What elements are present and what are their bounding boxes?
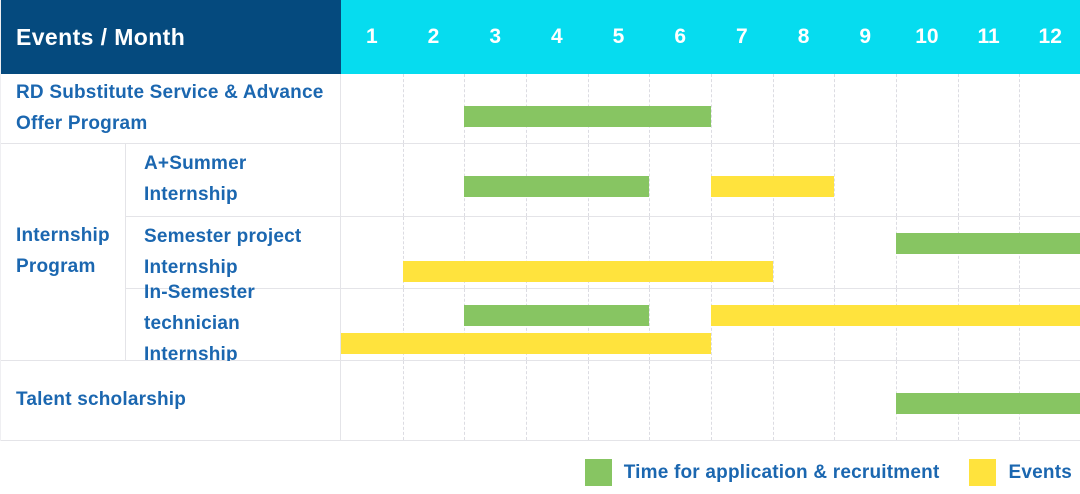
gantt-bar-green xyxy=(464,176,650,197)
month-gridline xyxy=(711,217,712,288)
month-gridline xyxy=(464,217,466,288)
row-label-rd-substitute-service: RD Substitute Service & Advance Offer Pr… xyxy=(1,74,341,144)
month-gridline xyxy=(1019,144,1021,216)
chart-row-rd-substitute-service xyxy=(341,74,1080,144)
legend-label: Time for application & recruitment xyxy=(623,461,940,483)
gantt-bar-yellow xyxy=(341,333,711,354)
chart-row-a-plus-summer-internship xyxy=(341,144,1080,217)
month-header-7: 7 xyxy=(736,25,748,48)
gantt-bar-yellow xyxy=(402,261,773,282)
month-header-9: 9 xyxy=(859,25,872,48)
month-gridline xyxy=(526,217,527,288)
month-gridline xyxy=(464,361,466,440)
gantt-bar-green xyxy=(896,393,1080,414)
month-header-11: 11 xyxy=(977,25,1000,48)
month-gridline xyxy=(834,74,836,143)
month-header-8: 8 xyxy=(797,25,810,48)
legend: Time for application & recruitment Event… xyxy=(584,459,1072,486)
chart-row-talent-scholarship xyxy=(341,361,1080,441)
month-header-row: 1 2 3 4 5 6 7 8 9 10 11 12 xyxy=(341,0,1080,74)
month-gridline xyxy=(834,144,836,216)
month-gridline xyxy=(772,217,774,288)
month-header-10: 10 xyxy=(915,25,939,48)
row-label-text: Talent scholarship xyxy=(16,389,187,411)
chart-row-in-semester-technician-internship xyxy=(341,289,1080,361)
row-label-text: A+Summer Internship xyxy=(144,153,247,205)
header-title: Events / Month xyxy=(16,23,186,50)
green-swatch-icon xyxy=(584,459,612,486)
gantt-bar-yellow xyxy=(711,305,1080,326)
row-label-text: RD Substitute Service & Advance Offer Pr… xyxy=(16,81,324,134)
month-gridline xyxy=(402,144,404,216)
row-label-in-semester-technician-internship: In-Semester technician Internship xyxy=(126,282,341,365)
legend-item-events: Events xyxy=(969,459,1072,486)
month-header-6: 6 xyxy=(674,25,687,48)
month-gridline xyxy=(957,144,959,216)
month-gridline xyxy=(834,217,836,288)
legend-item-application-recruitment: Time for application & recruitment xyxy=(584,459,940,486)
month-gridline xyxy=(896,74,897,143)
gantt-bar-green xyxy=(896,233,1080,254)
header-title-cell: Events / Month xyxy=(1,0,341,74)
month-gridline xyxy=(402,289,404,360)
month-gridline xyxy=(957,74,959,143)
yellow-swatch-icon xyxy=(969,459,997,486)
month-gridline xyxy=(896,144,897,216)
row-label-semester-project-internship: Semester project Internship xyxy=(126,217,341,289)
gantt-table: Events / Month 1 2 3 4 5 6 7 8 9 10 11 12 RD Substi… xyxy=(0,0,1080,441)
group-label-text: Internship Program xyxy=(16,225,110,277)
month-gridline xyxy=(711,74,712,143)
row-label-a-plus-summer-internship: A+Summer Internship xyxy=(126,144,341,217)
gantt-bar-green xyxy=(464,305,650,326)
row-label-text: In-Semester technician Internship xyxy=(144,282,255,365)
month-gridline xyxy=(1019,74,1021,143)
legend-label: Events xyxy=(1008,461,1072,483)
gantt-bar-yellow xyxy=(711,176,835,197)
month-gridline xyxy=(649,217,651,288)
month-header-1: 1 xyxy=(365,25,378,48)
month-header-12: 12 xyxy=(1038,25,1062,48)
month-gridline xyxy=(587,217,589,288)
row-label-text: Semester project Internship xyxy=(144,225,302,278)
month-gridline xyxy=(649,361,651,440)
month-gridline xyxy=(649,289,651,360)
month-gridline xyxy=(402,217,404,288)
group-label-internship-program: Internship Program xyxy=(1,144,126,361)
month-gridline xyxy=(834,361,836,440)
month-gridline xyxy=(711,361,712,440)
month-header-5: 5 xyxy=(612,25,625,48)
month-gridline xyxy=(772,74,774,143)
month-gridline xyxy=(587,361,589,440)
month-header-3: 3 xyxy=(489,25,502,48)
month-gridline xyxy=(402,361,404,440)
gantt-bar-green xyxy=(464,106,711,127)
chart-row-semester-project-internship xyxy=(341,217,1080,289)
month-header-2: 2 xyxy=(427,25,440,48)
row-label-talent-scholarship: Talent scholarship xyxy=(1,361,341,441)
month-gridline xyxy=(772,361,774,440)
month-header-4: 4 xyxy=(551,25,563,48)
month-gridline xyxy=(649,144,651,216)
month-gridline xyxy=(526,361,527,440)
month-gridline xyxy=(402,74,404,143)
